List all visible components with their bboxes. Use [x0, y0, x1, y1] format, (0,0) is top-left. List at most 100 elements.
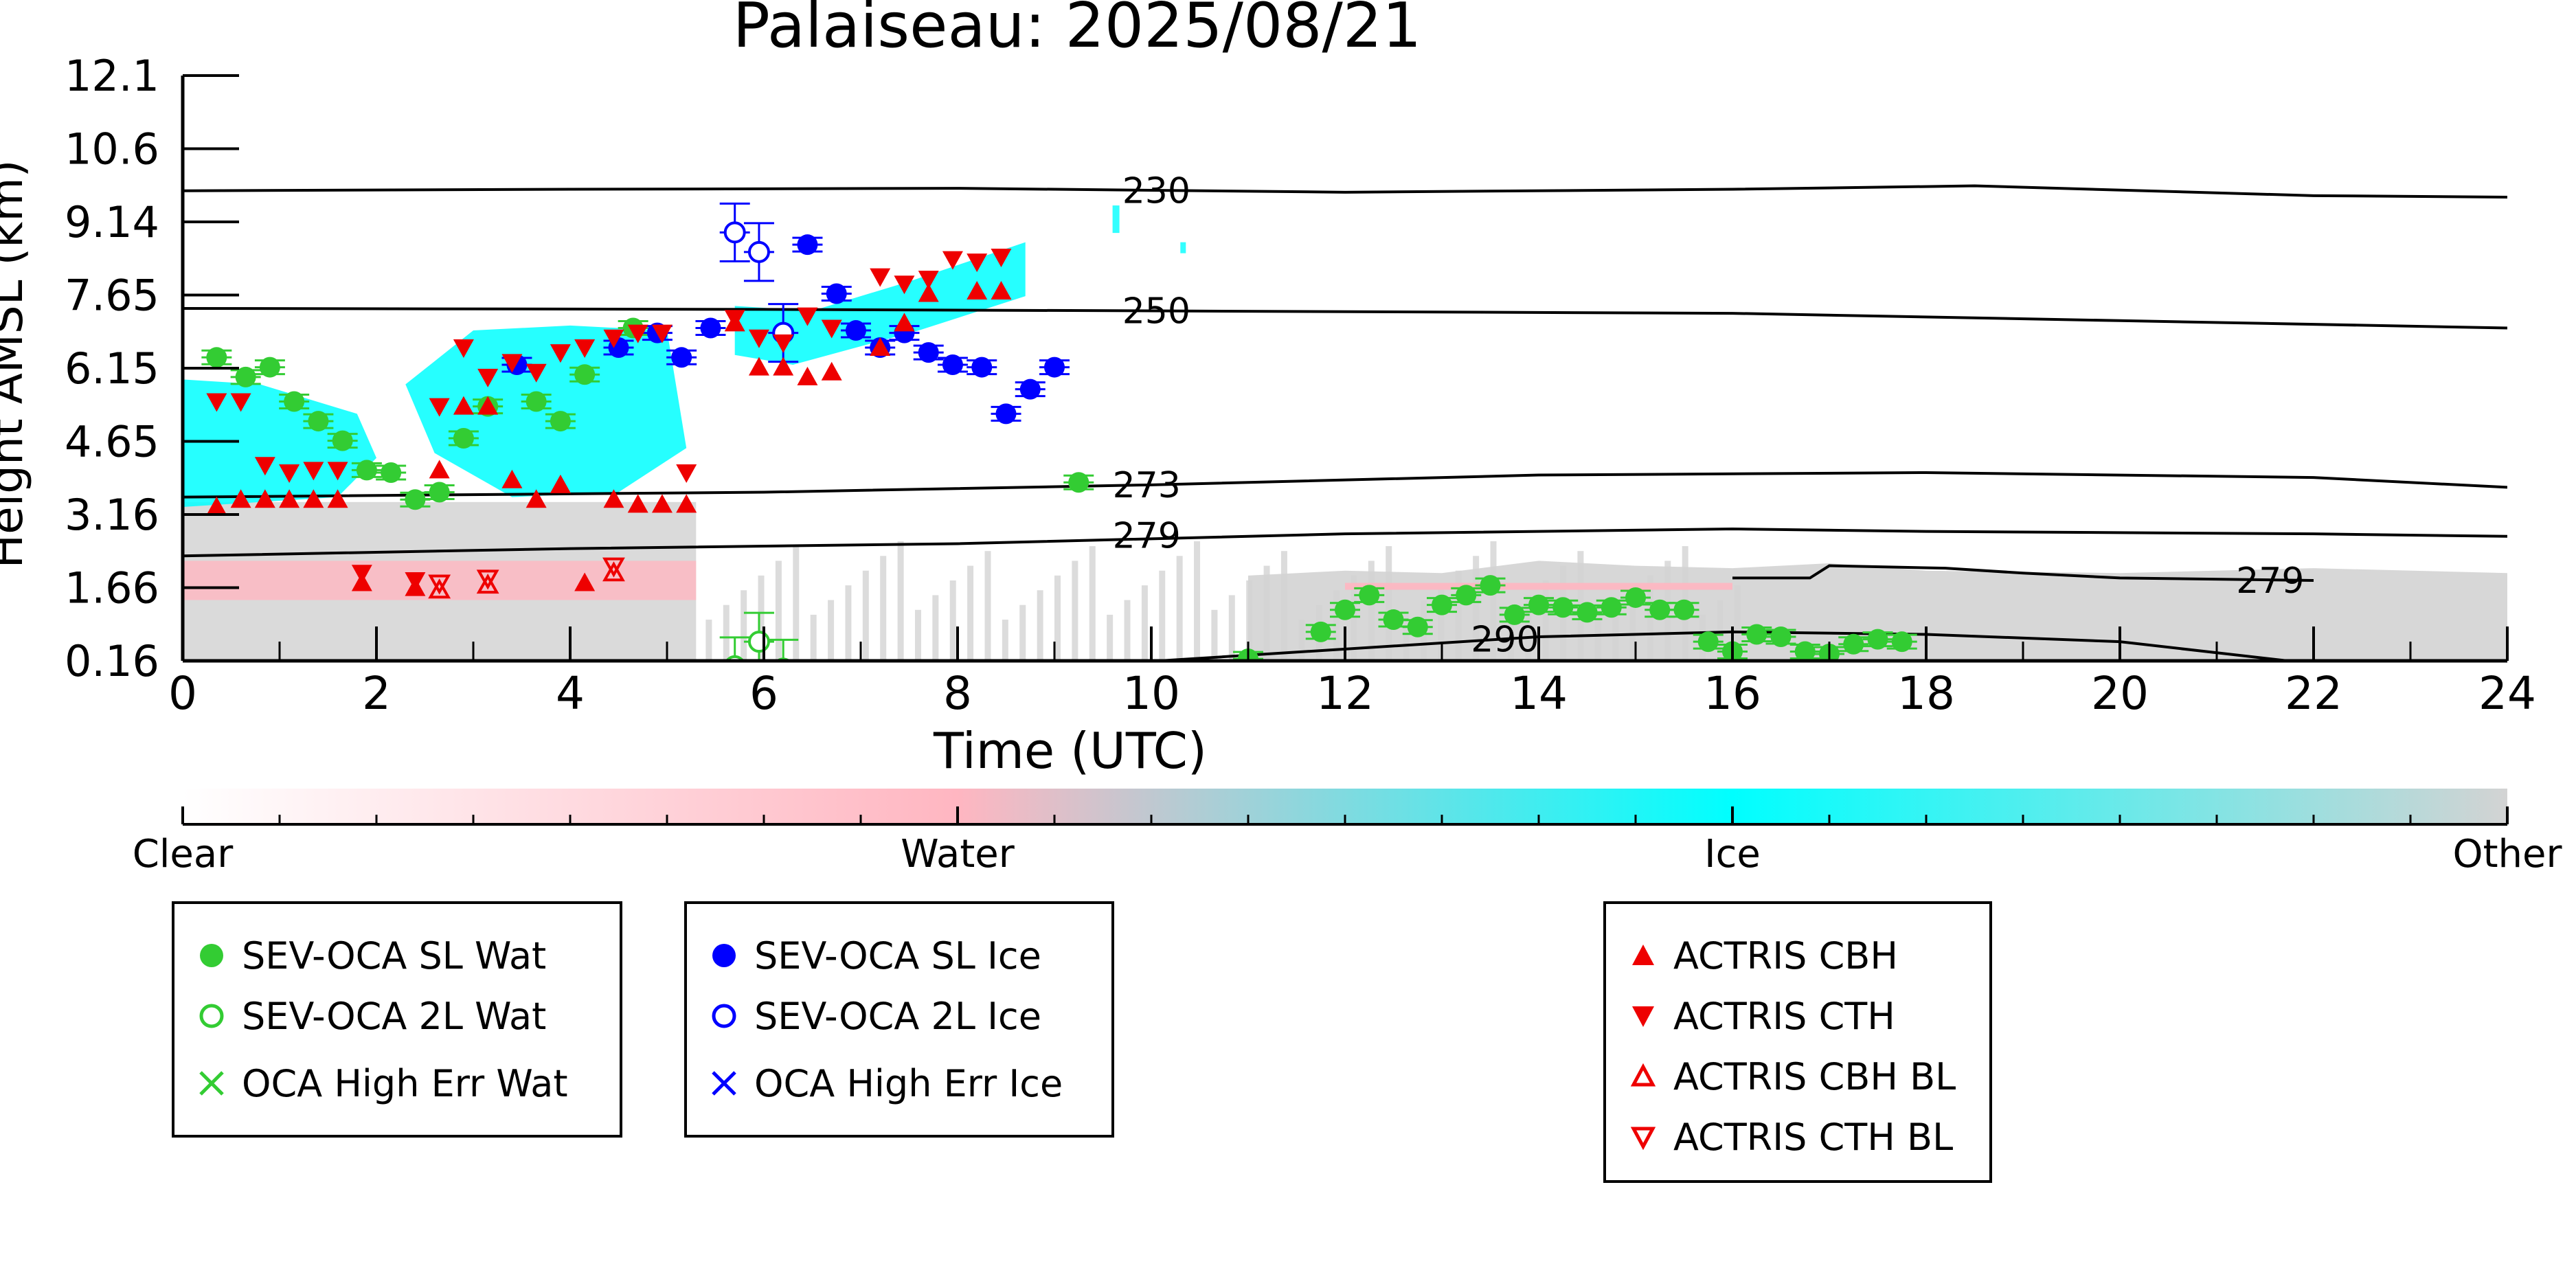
data-point	[1867, 629, 1888, 650]
data-point	[308, 411, 329, 432]
curtain-column	[1037, 590, 1043, 661]
data-point	[1794, 641, 1816, 661]
curtain-column	[880, 556, 887, 661]
curtain-column	[897, 541, 904, 661]
legend-item: OCA High Err Wat	[191, 1059, 568, 1107]
contour-label: 273	[1113, 465, 1181, 506]
data-point	[477, 396, 499, 415]
data-point	[918, 271, 939, 290]
data-point	[1504, 604, 1525, 625]
data-point	[1673, 599, 1695, 620]
contour-label: 250	[1122, 291, 1190, 332]
legend-item: SEV-OCA SL Ice	[703, 931, 1041, 980]
data-point	[1649, 599, 1671, 620]
data-point	[1843, 633, 1864, 655]
data-point	[1480, 575, 1501, 596]
data-point	[1359, 585, 1380, 606]
curtain-water-layer	[1345, 583, 1732, 590]
data-point	[279, 464, 300, 483]
data-point	[453, 396, 474, 415]
open-circle-icon	[712, 1004, 736, 1028]
y-tick-label: 9.14	[65, 197, 159, 247]
legend-item: ACTRIS CTH	[1623, 992, 1895, 1040]
data-point	[748, 357, 769, 376]
data-point	[991, 249, 1012, 268]
data-point	[1383, 609, 1404, 631]
data-point	[1407, 616, 1428, 637]
data-point	[797, 307, 818, 326]
x-tick-label: 6	[749, 667, 778, 720]
data-point	[627, 494, 648, 513]
curtain-column	[1211, 609, 1218, 661]
curtain-column	[1141, 585, 1148, 661]
curtain-column	[932, 595, 939, 661]
colorbar-label: Clear	[133, 832, 234, 877]
legend-label: SEV-OCA 2L Ice	[754, 994, 1041, 1038]
legend-item: ACTRIS CBH BL	[1623, 1052, 1956, 1100]
data-point	[206, 393, 227, 412]
data-point	[476, 569, 499, 590]
data-point	[429, 460, 450, 479]
legend-item: ACTRIS CBH	[1623, 931, 1898, 980]
data-point	[942, 354, 963, 376]
legend-item: OCA High Err Ice	[703, 1059, 1063, 1107]
curtain-ice-cloud	[405, 325, 687, 497]
data-point	[476, 574, 499, 594]
data-point	[894, 275, 915, 295]
legend-item: SEV-OCA 2L Wat	[191, 992, 546, 1040]
data-point	[821, 361, 842, 381]
temperature-contour-line	[183, 306, 2507, 330]
curtain-column	[862, 570, 869, 661]
data-point	[971, 357, 993, 378]
curtain-column	[914, 609, 921, 661]
data-point	[797, 234, 818, 256]
curtain-layer	[183, 205, 2507, 661]
data-point	[381, 462, 402, 483]
filled-circle-icon	[712, 944, 736, 967]
temperature-contour-line	[183, 528, 2507, 558]
curtain-column	[758, 575, 765, 661]
curtain-column	[967, 565, 974, 661]
data-point	[254, 489, 275, 508]
data-point	[550, 411, 571, 432]
open-triangle-down-icon	[1630, 1127, 1656, 1151]
open-triangle-up-icon	[1630, 1063, 1656, 1087]
curtain-column	[949, 580, 956, 661]
data-point	[845, 320, 866, 341]
y-tick-label: 1.66	[65, 563, 159, 613]
data-point	[429, 398, 450, 417]
data-point	[351, 565, 372, 584]
data-point	[453, 339, 474, 359]
data-point	[303, 462, 324, 481]
data-point	[1019, 379, 1041, 400]
curtain-column	[775, 561, 782, 661]
legend-label: SEV-OCA 2L Wat	[242, 994, 547, 1038]
data-point	[747, 240, 770, 263]
legend-label: OCA High Err Ice	[754, 1061, 1063, 1105]
filled-triangle-down-icon	[1632, 1006, 1654, 1027]
curtain-column	[1228, 595, 1235, 661]
x-tick-label: 22	[2285, 667, 2342, 720]
x-mark-icon	[199, 1071, 224, 1096]
data-point	[428, 574, 451, 595]
data-point	[1310, 621, 1331, 642]
data-point	[671, 347, 692, 368]
x-tick-label: 20	[2091, 667, 2149, 720]
data-point	[550, 474, 571, 493]
temperature-contour-line	[1732, 564, 2314, 582]
x-tick-label: 10	[1122, 667, 1180, 720]
data-point	[676, 494, 697, 513]
data-point	[942, 251, 963, 270]
curtain-column	[1089, 546, 1096, 661]
curtain-column	[1194, 541, 1201, 661]
legend-label: ACTRIS CTH BL	[1673, 1115, 1954, 1159]
plot-axes: 0 2 4 6 8 10 12 14 16 18 20 22 240.161.663.164.656.1…	[65, 51, 2536, 720]
data-point	[1335, 599, 1355, 620]
legend-label: ACTRIS CBH	[1673, 934, 1898, 978]
data-point	[651, 494, 673, 513]
curtain-column	[793, 546, 800, 661]
curtain-column	[845, 585, 852, 661]
data-point	[259, 357, 280, 378]
curtain-column	[828, 600, 835, 661]
